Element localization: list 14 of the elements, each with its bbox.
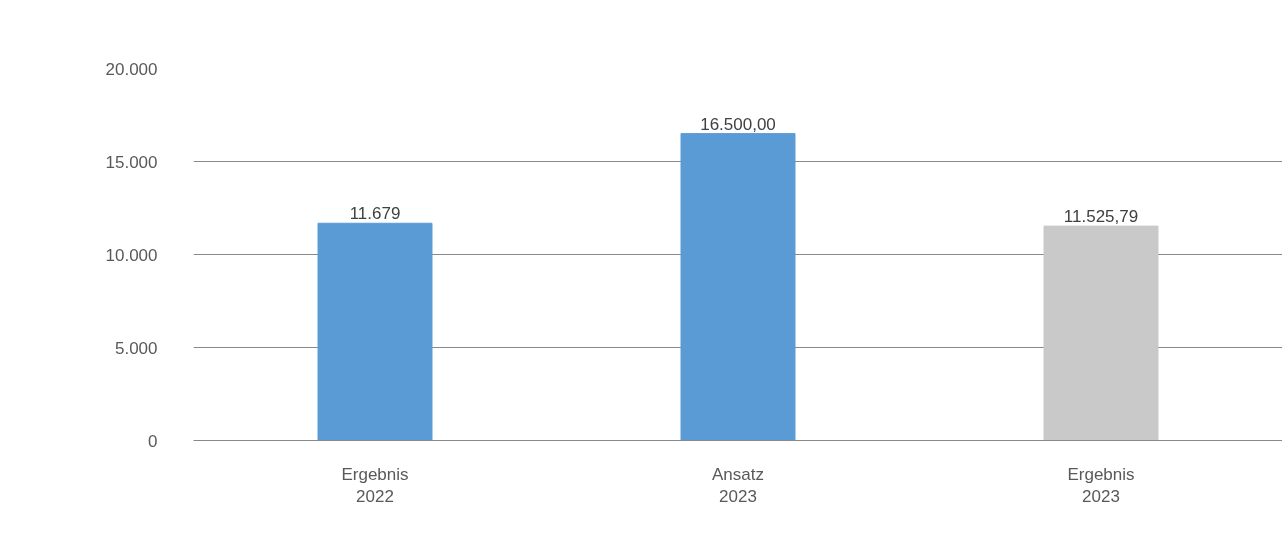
data-label: 11.525,79 [1063,207,1139,227]
y-tick-label: 0 [148,431,158,451]
data-label: 11.679 [349,204,401,224]
y-tick-label: 15.000 [105,152,158,172]
bar [317,222,433,441]
data-label: 16.500,00 [700,114,776,134]
y-tick-label: 5.000 [114,338,158,358]
x-tick-label: Ergebnis 2023 [1067,464,1135,507]
y-tick-label: 20.000 [105,59,158,79]
bar [1043,225,1159,441]
bar [680,133,796,441]
x-tick-label: Ergebnis 2022 [341,464,409,507]
y-tick-label: 10.000 [105,245,158,265]
x-tick-label: Ansatz 2023 [712,464,764,507]
